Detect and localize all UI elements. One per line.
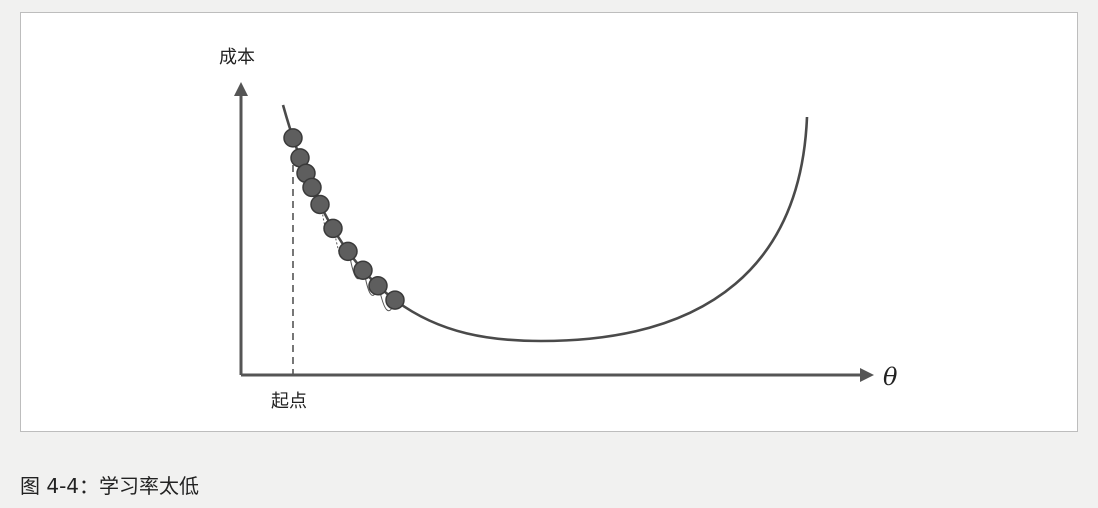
start-label: 起点 bbox=[271, 391, 307, 412]
descent-step-ball bbox=[338, 241, 358, 262]
gradient-descent-diagram bbox=[234, 82, 874, 382]
descent-step-ball bbox=[353, 260, 373, 280]
descent-step-ball bbox=[310, 194, 330, 215]
descent-step-ball bbox=[385, 290, 405, 310]
y-axis-label: 成本 bbox=[219, 47, 255, 68]
x-axis-label: θ bbox=[883, 363, 898, 391]
descent-step-ball bbox=[323, 218, 343, 239]
figure-frame: 成本 θ 起点 bbox=[20, 12, 1078, 432]
cost-curve bbox=[281, 104, 809, 343]
descent-step-ball bbox=[283, 128, 303, 148]
descent-steps bbox=[283, 128, 405, 310]
descent-step-ball bbox=[368, 276, 388, 296]
descent-step-ball bbox=[302, 177, 322, 198]
figure-caption: 图 4-4：学习率太低 bbox=[20, 474, 200, 498]
